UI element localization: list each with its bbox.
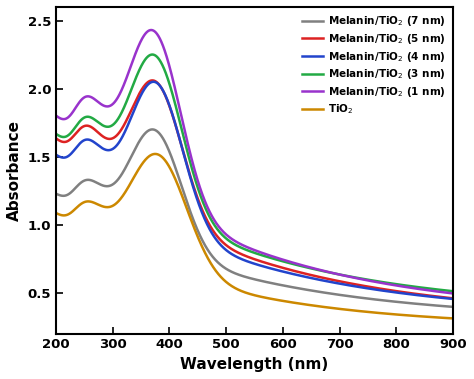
Melanin/TiO$_2$ (5 nm) xyxy=(376,286,382,291)
Melanin/TiO$_2$ (7 nm) xyxy=(190,217,196,221)
Melanin/TiO$_2$ (7 nm) xyxy=(237,273,243,277)
Melanin/TiO$_2$ (7 nm) xyxy=(150,127,155,132)
TiO$_2$ xyxy=(153,152,158,156)
Melanin/TiO$_2$ (4 nm) xyxy=(149,80,155,84)
Line: TiO$_2$: TiO$_2$ xyxy=(56,154,453,318)
Melanin/TiO$_2$ (3 nm) xyxy=(445,288,450,293)
Melanin/TiO$_2$ (1 nm) xyxy=(148,28,154,32)
Melanin/TiO$_2$ (7 nm) xyxy=(149,127,155,132)
Melanin/TiO$_2$ (5 nm) xyxy=(450,296,456,301)
Melanin/TiO$_2$ (4 nm) xyxy=(376,288,382,292)
Melanin/TiO$_2$ (5 nm) xyxy=(262,260,267,265)
Melanin/TiO$_2$ (1 nm) xyxy=(150,28,155,33)
Melanin/TiO$_2$ (1 nm) xyxy=(190,162,196,167)
Melanin/TiO$_2$ (7 nm) xyxy=(445,304,450,309)
TiO$_2$ xyxy=(237,288,243,293)
Line: Melanin/TiO$_2$ (5 nm): Melanin/TiO$_2$ (5 nm) xyxy=(56,80,453,298)
Melanin/TiO$_2$ (7 nm) xyxy=(376,298,382,302)
TiO$_2$ xyxy=(445,316,450,320)
Melanin/TiO$_2$ (5 nm) xyxy=(149,78,155,83)
TiO$_2$ xyxy=(190,223,196,227)
Melanin/TiO$_2$ (1 nm) xyxy=(53,113,59,118)
Melanin/TiO$_2$ (4 nm) xyxy=(190,184,196,189)
Legend: Melanin/TiO$_2$ (7 nm), Melanin/TiO$_2$ (5 nm), Melanin/TiO$_2$ (4 nm), Melanin/: Melanin/TiO$_2$ (7 nm), Melanin/TiO$_2$ … xyxy=(300,12,448,118)
Melanin/TiO$_2$ (7 nm) xyxy=(53,191,59,196)
Line: Melanin/TiO$_2$ (1 nm): Melanin/TiO$_2$ (1 nm) xyxy=(56,30,453,293)
Melanin/TiO$_2$ (7 nm) xyxy=(262,279,267,284)
Melanin/TiO$_2$ (3 nm) xyxy=(190,170,196,175)
TiO$_2$ xyxy=(53,211,59,215)
Melanin/TiO$_2$ (5 nm) xyxy=(53,136,59,141)
Melanin/TiO$_2$ (3 nm) xyxy=(262,254,267,258)
Melanin/TiO$_2$ (1 nm) xyxy=(376,280,382,285)
Melanin/TiO$_2$ (1 nm) xyxy=(450,291,456,296)
Melanin/TiO$_2$ (5 nm) xyxy=(150,78,155,83)
Line: Melanin/TiO$_2$ (7 nm): Melanin/TiO$_2$ (7 nm) xyxy=(56,129,453,307)
Melanin/TiO$_2$ (5 nm) xyxy=(445,296,450,300)
Melanin/TiO$_2$ (3 nm) xyxy=(237,245,243,249)
Melanin/TiO$_2$ (3 nm) xyxy=(149,52,155,57)
Melanin/TiO$_2$ (3 nm) xyxy=(450,289,456,293)
Line: Melanin/TiO$_2$ (3 nm): Melanin/TiO$_2$ (3 nm) xyxy=(56,55,453,291)
Melanin/TiO$_2$ (1 nm) xyxy=(445,291,450,295)
Melanin/TiO$_2$ (5 nm) xyxy=(190,183,196,187)
Y-axis label: Absorbance: Absorbance xyxy=(7,120,22,221)
Melanin/TiO$_2$ (4 nm) xyxy=(151,80,156,84)
TiO$_2$ xyxy=(149,152,155,157)
Melanin/TiO$_2$ (3 nm) xyxy=(53,132,59,136)
Melanin/TiO$_2$ (3 nm) xyxy=(376,279,382,284)
Melanin/TiO$_2$ (5 nm) xyxy=(237,251,243,255)
Melanin/TiO$_2$ (4 nm) xyxy=(262,265,267,269)
Melanin/TiO$_2$ (4 nm) xyxy=(450,297,456,301)
Melanin/TiO$_2$ (1 nm) xyxy=(237,241,243,246)
Melanin/TiO$_2$ (4 nm) xyxy=(445,296,450,301)
TiO$_2$ xyxy=(376,311,382,315)
TiO$_2$ xyxy=(262,295,267,300)
Melanin/TiO$_2$ (3 nm) xyxy=(150,52,155,57)
Line: Melanin/TiO$_2$ (4 nm): Melanin/TiO$_2$ (4 nm) xyxy=(56,82,453,299)
Melanin/TiO$_2$ (4 nm) xyxy=(53,152,59,157)
TiO$_2$ xyxy=(450,316,456,321)
Melanin/TiO$_2$ (1 nm) xyxy=(262,252,267,256)
Melanin/TiO$_2$ (7 nm) xyxy=(450,305,456,309)
X-axis label: Wavelength (nm): Wavelength (nm) xyxy=(181,357,328,372)
Melanin/TiO$_2$ (4 nm) xyxy=(237,256,243,260)
